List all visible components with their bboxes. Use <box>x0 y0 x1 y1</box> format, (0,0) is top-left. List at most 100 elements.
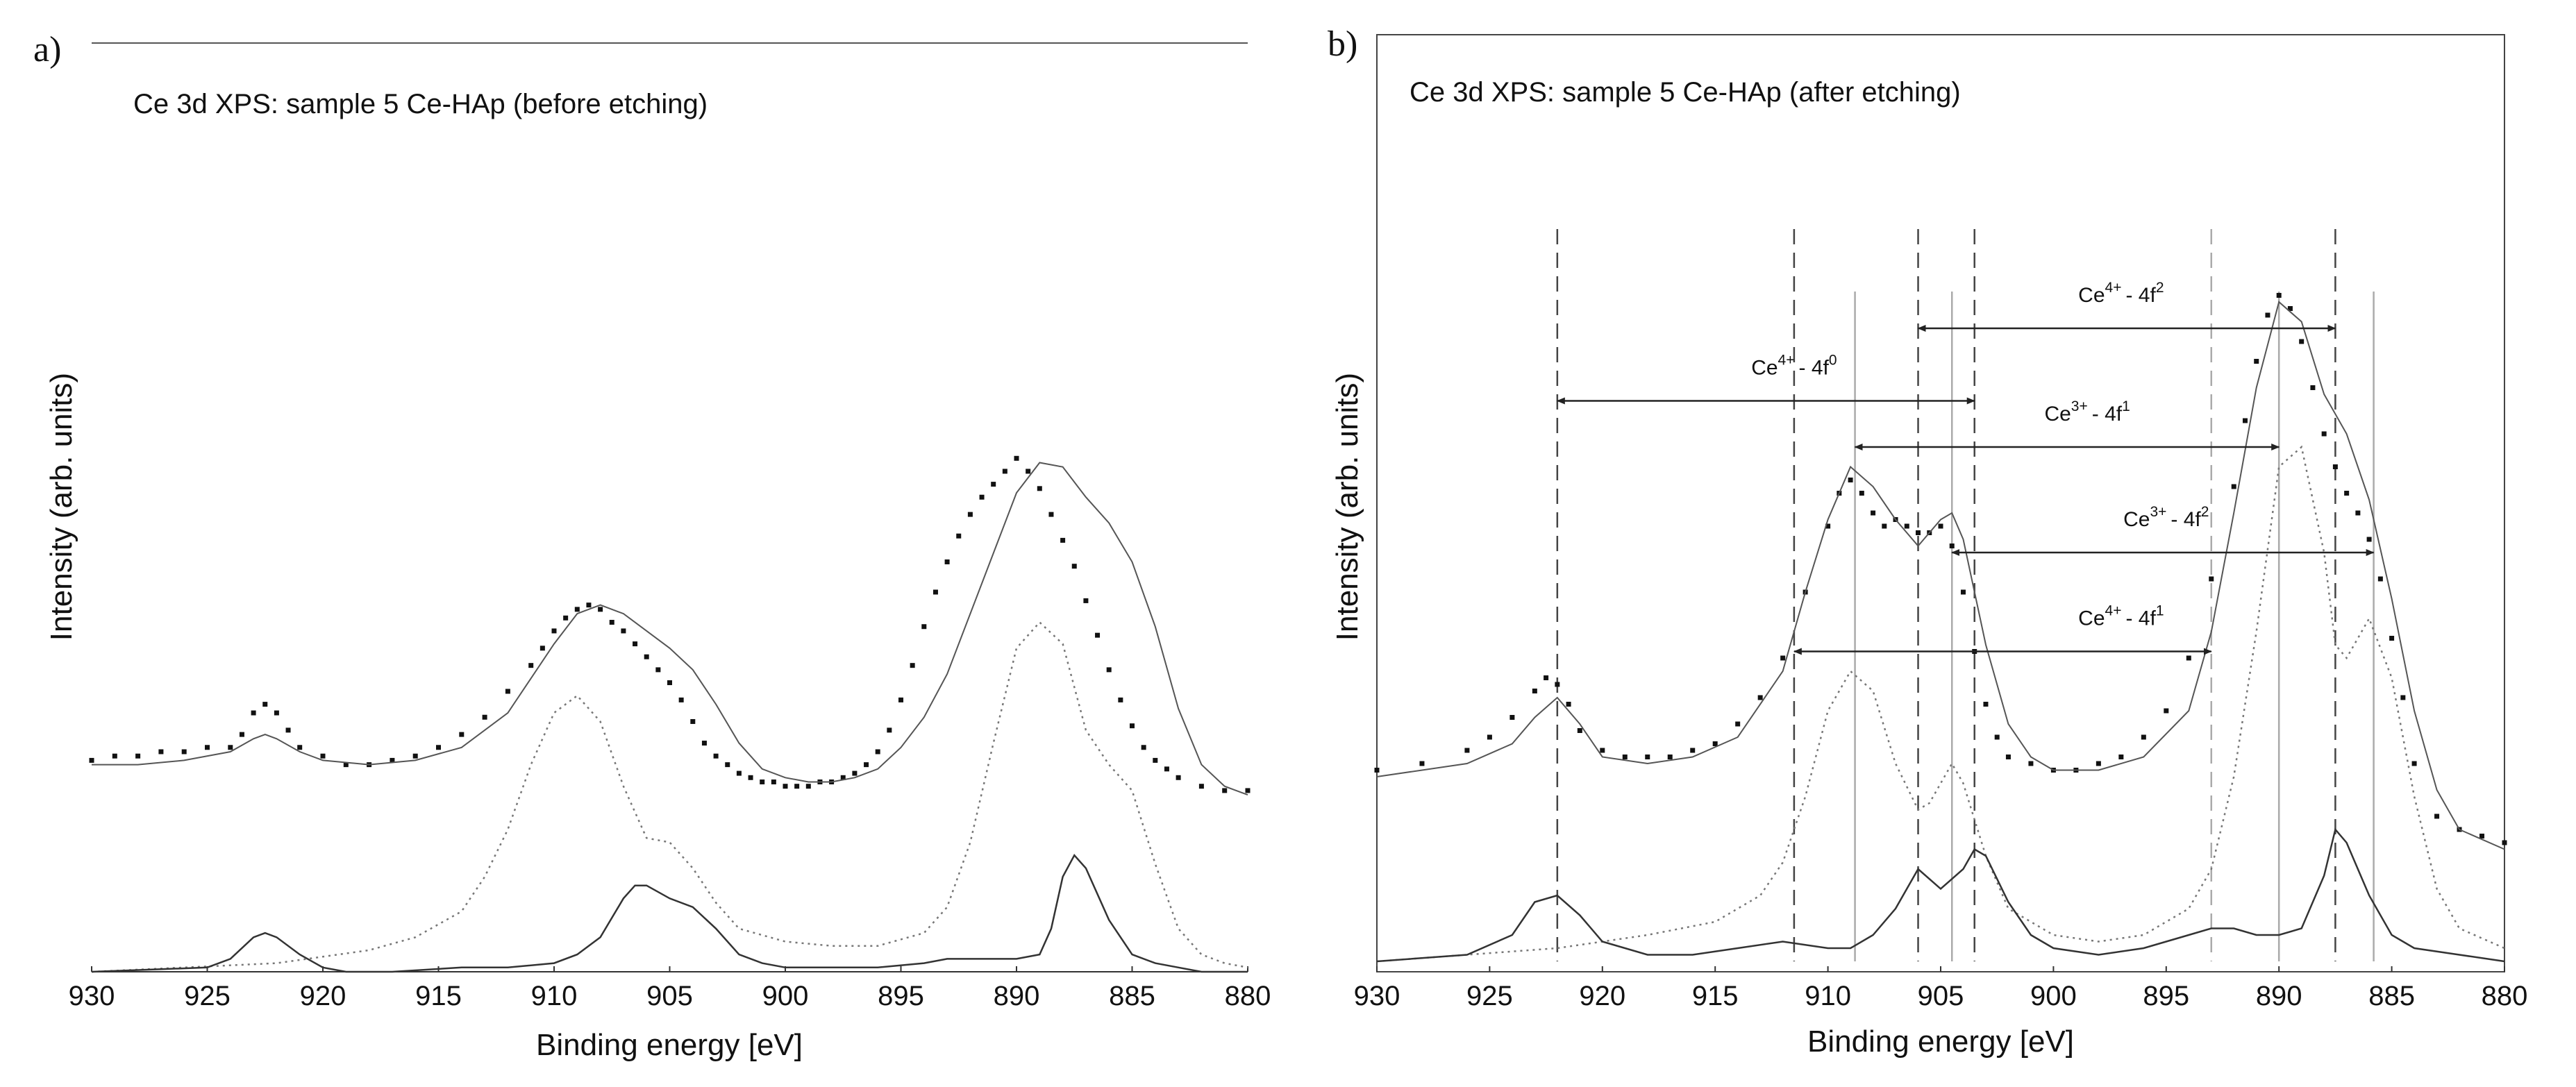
data-point <box>678 697 684 702</box>
annotation-config: - 4f <box>2125 284 2156 307</box>
data-point <box>1555 682 1560 687</box>
data-point <box>1464 748 1470 753</box>
data-point <box>771 779 776 784</box>
annotation-occupancy: 0 <box>1829 353 1837 369</box>
data-point <box>1060 537 1066 543</box>
data-point <box>932 589 938 595</box>
data-point <box>2265 312 2270 318</box>
panel-b-series <box>1374 293 2507 963</box>
data-point <box>251 710 256 716</box>
x-tick-label: 920 <box>1579 981 1625 1011</box>
data-point <box>621 628 626 634</box>
data-point <box>1118 697 1123 702</box>
data-point <box>944 559 950 564</box>
data-point <box>840 775 846 780</box>
data-point <box>1141 745 1146 750</box>
data-point <box>2344 491 2350 496</box>
data-point <box>540 646 545 651</box>
data-point <box>1083 598 1089 603</box>
panel-b-x-ticks: 930 925 920 915 910 905 900 895 890 885 880 <box>1354 966 2527 1011</box>
data-point <box>2377 576 2383 582</box>
data-point <box>1153 757 1158 763</box>
data-point <box>1419 761 1425 766</box>
data-point <box>1871 510 1876 516</box>
annotation-occupancy: 2 <box>2201 504 2209 520</box>
data-point <box>1757 695 1763 700</box>
data-point <box>2164 708 2169 714</box>
annotation-label: Ce3+ - 4f2 <box>2123 504 2209 531</box>
measured-points <box>89 455 1251 793</box>
x-tick-label: 925 <box>184 981 231 1011</box>
data-point <box>2411 761 2417 766</box>
data-point <box>2355 510 2361 516</box>
data-point <box>1622 755 1628 759</box>
data-point <box>1164 766 1169 772</box>
annotation-label: Ce4+ - 4f0 <box>1751 353 1837 380</box>
data-point <box>805 784 811 789</box>
panel-a-frame <box>92 42 1248 972</box>
data-point <box>1106 667 1112 673</box>
data-point <box>528 663 534 668</box>
data-point <box>644 654 649 659</box>
data-point <box>1222 788 1228 793</box>
data-point <box>794 784 800 789</box>
data-point <box>921 624 927 630</box>
annotation-occupancy: 1 <box>2122 398 2130 414</box>
data-point <box>898 697 903 702</box>
ce3-component-line <box>1376 827 2505 963</box>
data-point <box>1600 748 1605 753</box>
data-point <box>2434 814 2440 819</box>
data-point <box>783 784 788 789</box>
annotation-ion: Ce <box>2078 284 2105 307</box>
data-point <box>1002 469 1007 474</box>
data-point <box>1938 523 1943 529</box>
data-point <box>1037 486 1042 491</box>
data-point <box>1904 523 1909 529</box>
x-tick-label: 890 <box>2256 981 2302 1011</box>
data-point <box>262 702 268 707</box>
data-point <box>2310 385 2316 390</box>
data-point <box>1859 491 1864 496</box>
data-point <box>320 753 326 759</box>
data-point <box>1825 523 1831 529</box>
data-point <box>89 757 94 763</box>
fit-envelope-line <box>92 462 1248 796</box>
annotation-charge: 4+ <box>2105 280 2122 296</box>
data-point <box>2502 840 2507 845</box>
annotation-label: Ce3+ - 4f1 <box>2044 398 2130 425</box>
x-tick-label: 915 <box>1692 981 1739 1011</box>
data-point <box>2287 306 2293 311</box>
data-point <box>1071 564 1077 569</box>
data-point <box>228 745 233 750</box>
x-tick-label: 925 <box>1466 981 1513 1011</box>
data-point <box>1095 632 1101 638</box>
data-point <box>112 753 117 759</box>
panel-b-title: Ce 3d XPS: sample 5 Ce-HAp (after etchin… <box>1410 77 1961 108</box>
data-point <box>967 512 973 517</box>
data-point <box>297 745 303 750</box>
data-point <box>1014 455 1019 461</box>
fit-envelope-line <box>1376 301 2505 850</box>
panel-a: a) Ce 3d XPS: sample 5 Ce-HAp (before et… <box>33 30 1271 1062</box>
data-point <box>609 620 614 625</box>
data-point <box>2479 834 2485 839</box>
data-point <box>2299 339 2305 344</box>
data-point <box>1712 741 1718 746</box>
data-point <box>956 533 962 539</box>
data-point <box>239 732 244 737</box>
data-point <box>910 663 915 668</box>
data-point <box>412 753 418 759</box>
data-point <box>875 749 880 755</box>
data-point <box>1176 775 1181 780</box>
data-point <box>1780 655 1786 661</box>
annotation-occupancy: 1 <box>2156 603 2164 619</box>
data-point <box>1882 523 1887 529</box>
panel-a-series <box>89 455 1251 973</box>
x-tick-label: 900 <box>2030 981 2077 1011</box>
panel-b-ylabel: Intensity (arb. units) <box>1330 373 1364 641</box>
x-tick-label: 930 <box>69 981 115 1011</box>
x-tick-label: 910 <box>1805 981 1851 1011</box>
data-point <box>2118 755 2124 759</box>
annotation-ion: Ce <box>2123 508 2150 531</box>
